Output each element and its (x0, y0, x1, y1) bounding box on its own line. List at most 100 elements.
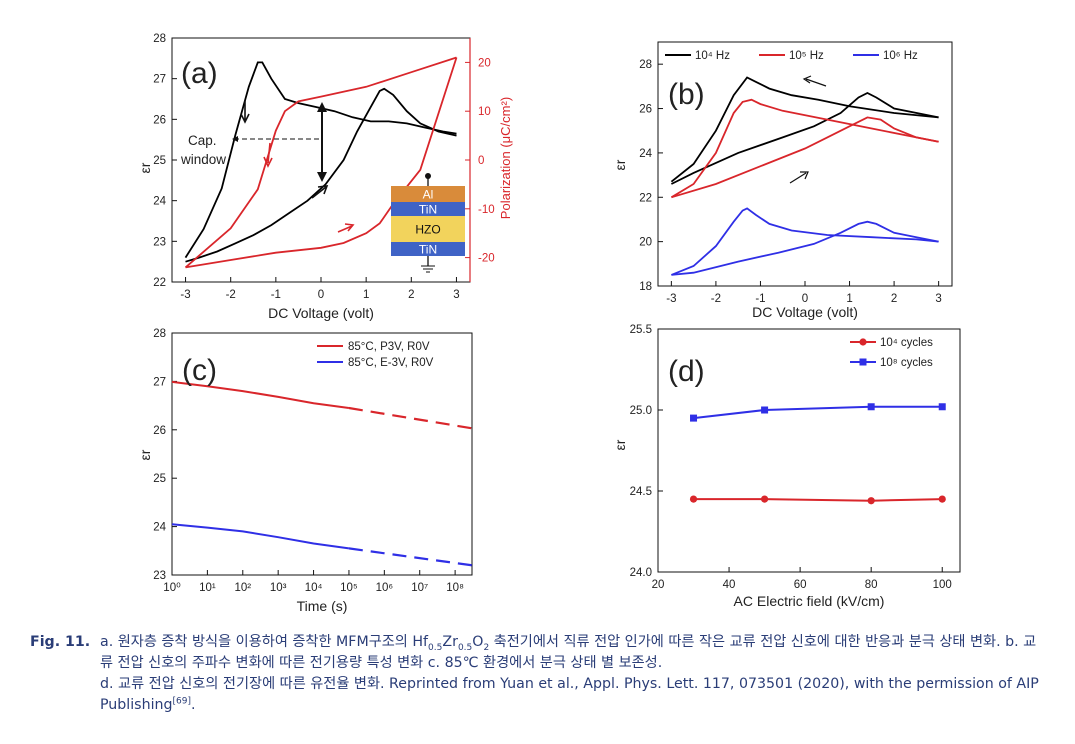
panel-a-ytick-label: 26 (153, 114, 166, 126)
stack-layer-0 (391, 186, 465, 202)
panel-d-legend-marker (859, 358, 867, 366)
panel-c-series-3 (348, 547, 473, 567)
sweep-arrow-red-down (263, 142, 273, 168)
panel-b-series-4 (671, 207, 939, 276)
panel-a-xtick-label: -2 (226, 289, 236, 301)
panel-c-xtick-label: 10⁶ (376, 582, 394, 594)
panel-a-y2tick-label: 20 (478, 57, 491, 69)
panel-b-xtick-label: 0 (802, 293, 808, 305)
panel-b-series-0 (670, 76, 939, 183)
panel-d-xtick-label: 80 (865, 579, 878, 591)
formula-zr-sub: 0.5 (457, 642, 473, 653)
caption-d-text: d. 교류 전압 신호의 전기장에 따른 유전율 변화. Reprinted f… (100, 676, 1039, 713)
panel-b-series-1 (670, 91, 939, 185)
panel-a-xtick-label: -1 (271, 289, 281, 301)
sweep-arrow-up (311, 185, 329, 199)
formula-o-sub: 2 (483, 642, 490, 653)
panel-d-legend-label: 10⁸ cycles (880, 357, 933, 369)
panel-c-ylabel: εr (137, 449, 153, 460)
caption-end: . (191, 697, 196, 713)
figure-panels: -3 -2 -1 0 1 2 322232425262728-20-1001020(a)DC… (137, 33, 961, 614)
panel-b-ytick-label: 22 (639, 192, 652, 204)
panel-b-series-3 (671, 116, 939, 199)
panel-a-ytick-label: 22 (153, 277, 166, 289)
panel-a-series-0 (184, 61, 457, 259)
caption-part-a-b-c: a. 원자층 증착 방식을 이용하여 증착한 MFM구조의 Hf0.5Zr0.5… (100, 632, 1045, 674)
panel-b-ytick-label: 24 (639, 148, 652, 160)
panel-d-frame (657, 328, 961, 573)
panel-a-ytick-label: 23 (153, 236, 166, 248)
panel-a-y2tick-label: 10 (478, 106, 491, 118)
panel-c-xtick-label: 10² (234, 582, 251, 594)
panel-a-ytick-label: 28 (153, 33, 166, 45)
panel-b-ytick-label: 20 (639, 237, 652, 249)
panel-a-xtick-label: 1 (363, 289, 369, 301)
panel-b-xlabel: DC Voltage (volt) (752, 304, 858, 320)
panel-d-xlabel: AC Electric field (kV/cm) (734, 593, 885, 609)
cap-window-arrowheads (317, 102, 327, 182)
panel-d-legend-label: 10⁴ cycles (880, 337, 933, 349)
panel-b-xtick-label: 1 (846, 293, 852, 305)
panel-b-label: (b) (668, 78, 705, 111)
panel-c-ytick-label: 24 (153, 522, 166, 534)
panel-a-xlabel: DC Voltage (volt) (268, 305, 374, 321)
panel-c-legend-label: 85°C, E-3V, R0V (348, 357, 434, 369)
panel-b-xtick-label: -2 (711, 293, 721, 305)
panel-d-ytick-label: 25.5 (630, 324, 652, 336)
caption-ref: [69] (172, 696, 191, 707)
formula-zr: Zr (442, 634, 458, 650)
panel-d-xtick-label: 20 (652, 579, 665, 591)
panel-c-xtick-label: 10⁵ (340, 582, 358, 594)
panel-b-xtick-label: 3 (935, 293, 941, 305)
panel-c-ytick-label: 27 (153, 376, 166, 388)
panel-b-ytick-label: 18 (639, 281, 652, 293)
panel-a-y2tick-label: -20 (478, 253, 495, 265)
caption-a-post: 축전기에서 직류 전압 인가에 따른 작은 교류 전압 신호에 대한 반응과 분… (100, 634, 1037, 671)
panel-a-y2label: Polarization (μC/cm²) (498, 97, 513, 219)
panel-d-xtick-label: 100 (933, 579, 952, 591)
panel-d-point (938, 403, 946, 411)
panel-a-xtick-label: 0 (318, 289, 324, 301)
panel-c-series-0 (171, 380, 350, 409)
panel-d-point (938, 495, 946, 503)
panel-d-point (867, 403, 875, 411)
panel-c-ytick-label: 28 (153, 328, 166, 340)
panel-a-series-2 (184, 56, 457, 269)
panel-c-series-1 (348, 406, 473, 430)
stack-layer-label: TiN (419, 203, 437, 217)
panel-a-ytick-label: 25 (153, 155, 166, 167)
panel-c-ytick-label: 25 (153, 473, 166, 485)
panel-d-ytick-label: 25.0 (630, 405, 652, 417)
panel-d-label: (d) (668, 355, 705, 388)
formula-o: O (472, 634, 484, 650)
panel-b-xtick-label: -1 (755, 293, 765, 305)
panel-b-legend-label: 10⁴ Hz (695, 50, 730, 62)
ground-icon (421, 265, 435, 273)
panel-b-legend-label: 10⁵ Hz (789, 50, 824, 62)
panel-d-series-1 (693, 405, 943, 420)
panel-c-xtick-label: 10⁴ (305, 582, 323, 594)
panel-a-series-1 (185, 87, 457, 263)
stack-layer-2 (391, 216, 465, 242)
panel-a-y2tick-label: -10 (478, 204, 495, 216)
panel-d-xtick-label: 60 (794, 579, 807, 591)
panel-c-xtick-label: 10⁷ (411, 582, 428, 594)
panel-c-ytick-label: 23 (153, 570, 166, 582)
panel-c-xtick-label: 10⁰ (163, 582, 181, 594)
formula-hf: Hf (412, 634, 429, 650)
panel-d-point (760, 495, 769, 503)
panel-a-label: (a) (181, 57, 218, 90)
sweep-arrow-red-up (337, 223, 355, 233)
panel-b-ylabel: εr (612, 159, 628, 170)
panel-d-ytick-label: 24.0 (630, 567, 652, 579)
panel-d-point (867, 497, 875, 505)
panel-d-legend-marker (859, 338, 867, 346)
panel-d-series-0 (693, 498, 943, 502)
panel-b-legend-label: 10⁶ Hz (883, 50, 918, 62)
panel-b-ytick-label: 28 (639, 59, 652, 71)
panel-d-point (689, 495, 698, 503)
panel-c-label: (c) (182, 354, 217, 387)
panel-a-ylabel: εr (137, 162, 153, 173)
stack-layer-label: TiN (419, 243, 437, 257)
formula-hf-sub: 0.5 (428, 642, 443, 653)
